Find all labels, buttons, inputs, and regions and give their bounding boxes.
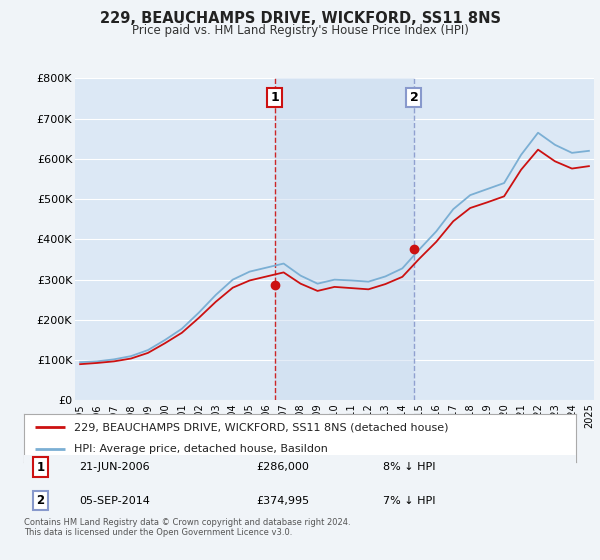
Text: Price paid vs. HM Land Registry's House Price Index (HPI): Price paid vs. HM Land Registry's House … [131, 24, 469, 36]
Text: 1: 1 [270, 91, 279, 104]
Text: 229, BEAUCHAMPS DRIVE, WICKFORD, SS11 8NS (detached house): 229, BEAUCHAMPS DRIVE, WICKFORD, SS11 8N… [74, 422, 448, 432]
Text: 05-SEP-2014: 05-SEP-2014 [79, 496, 150, 506]
Bar [275, 78, 414, 400]
Text: £286,000: £286,000 [256, 462, 309, 472]
Text: £374,995: £374,995 [256, 496, 309, 506]
Text: 229, BEAUCHAMPS DRIVE, WICKFORD, SS11 8NS: 229, BEAUCHAMPS DRIVE, WICKFORD, SS11 8N… [100, 11, 500, 26]
Text: 21-JUN-2006: 21-JUN-2006 [79, 462, 150, 472]
Text: HPI: Average price, detached house, Basildon: HPI: Average price, detached house, Basi… [74, 444, 328, 454]
Text: 8% ↓ HPI: 8% ↓ HPI [383, 462, 436, 472]
Text: 2: 2 [37, 494, 44, 507]
Text: Contains HM Land Registry data © Crown copyright and database right 2024.
This d: Contains HM Land Registry data © Crown c… [24, 518, 350, 538]
Text: 2: 2 [410, 91, 418, 104]
Text: 7% ↓ HPI: 7% ↓ HPI [383, 496, 436, 506]
Text: 1: 1 [37, 460, 44, 474]
